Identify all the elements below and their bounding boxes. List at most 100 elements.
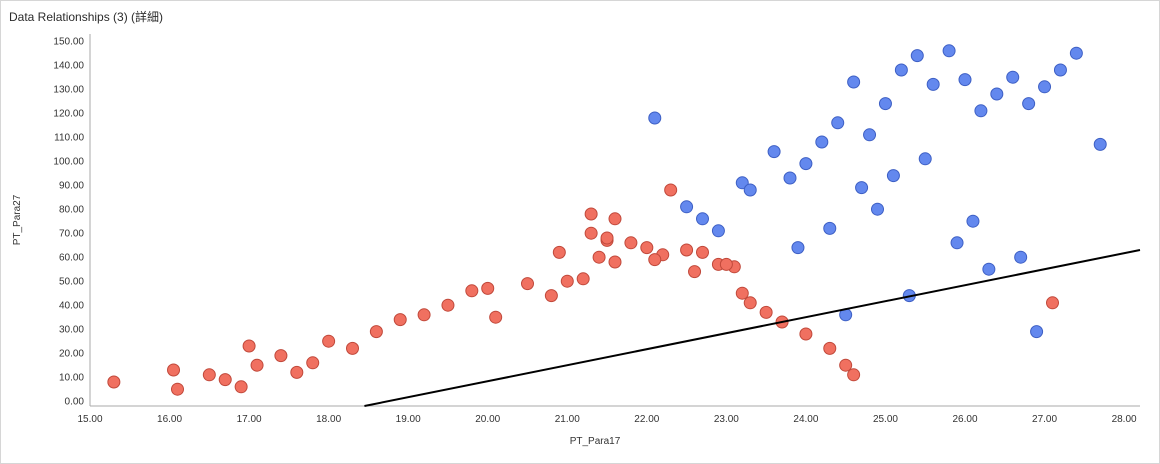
red-data-point[interactable] [560, 274, 574, 288]
blue-data-point[interactable] [1022, 97, 1036, 111]
y-tick-label: 50.00 [59, 277, 84, 288]
blue-data-point[interactable] [1014, 250, 1028, 264]
red-data-point[interactable] [171, 382, 184, 396]
red-data-point[interactable] [600, 231, 614, 245]
red-data-point[interactable] [250, 358, 264, 372]
red-data-point[interactable] [369, 325, 383, 339]
y-tick-label: 10.00 [59, 373, 84, 384]
red-data-point[interactable] [696, 245, 709, 259]
blue-data-point[interactable] [696, 212, 709, 226]
blue-data-point[interactable] [942, 44, 956, 58]
blue-data-point[interactable] [950, 236, 964, 250]
blue-data-point[interactable] [918, 152, 932, 166]
blue-data-point[interactable] [847, 75, 861, 89]
blue-data-point[interactable] [982, 262, 996, 276]
blue-data-point[interactable] [711, 224, 725, 238]
y-tick-label: 30.00 [59, 325, 84, 336]
red-data-point[interactable] [242, 339, 256, 353]
red-data-point[interactable] [290, 365, 304, 379]
red-data-point[interactable] [489, 310, 503, 324]
blue-data-point[interactable] [823, 221, 837, 235]
blue-data-point[interactable] [743, 183, 757, 197]
blue-data-point[interactable] [894, 63, 908, 77]
red-data-point[interactable] [608, 212, 622, 226]
blue-data-point[interactable] [1006, 70, 1020, 84]
red-data-point[interactable] [481, 281, 495, 295]
y-tick-label: 90.00 [59, 181, 84, 192]
red-data-point[interactable] [465, 284, 479, 298]
x-tick-label: 23.00 [714, 414, 739, 425]
red-data-point[interactable] [759, 305, 773, 319]
blue-data-point[interactable] [767, 145, 781, 159]
y-tick-label: 80.00 [59, 205, 84, 216]
blue-data-point[interactable] [958, 73, 972, 87]
red-data-point[interactable] [664, 183, 678, 197]
blue-data-point[interactable] [855, 181, 869, 195]
red-data-point[interactable] [743, 296, 757, 310]
data-points[interactable] [107, 44, 1107, 396]
red-data-point[interactable] [274, 349, 288, 363]
red-data-point[interactable] [521, 277, 534, 291]
blue-data-point[interactable] [791, 241, 805, 255]
x-tick-label: 25.00 [873, 414, 898, 425]
blue-data-point[interactable] [783, 171, 797, 185]
blue-data-point[interactable] [990, 87, 1004, 101]
red-data-point[interactable] [847, 368, 861, 382]
red-data-point[interactable] [346, 341, 359, 355]
y-tick-label: 70.00 [59, 229, 84, 240]
blue-data-point[interactable] [1069, 46, 1083, 60]
red-data-point[interactable] [218, 373, 232, 387]
blue-data-point[interactable] [863, 128, 877, 142]
blue-data-point[interactable] [680, 200, 694, 214]
blue-data-point[interactable] [966, 214, 980, 228]
red-data-point[interactable] [823, 341, 837, 355]
blue-data-point[interactable] [1038, 80, 1052, 94]
red-data-point[interactable] [234, 380, 248, 394]
red-data-point[interactable] [640, 241, 654, 255]
red-data-point[interactable] [107, 375, 121, 389]
red-data-point[interactable] [417, 308, 431, 322]
red-data-point[interactable] [584, 226, 598, 240]
blue-data-point[interactable] [974, 104, 988, 118]
red-data-point[interactable] [680, 243, 694, 257]
red-data-point[interactable] [576, 272, 590, 286]
chart-title: Data Relationships (3) (詳細) [9, 10, 164, 24]
red-data-point[interactable] [592, 250, 606, 264]
red-data-point[interactable] [719, 257, 733, 271]
red-data-point[interactable] [544, 289, 558, 303]
red-data-point[interactable] [306, 356, 320, 370]
red-data-point[interactable] [1046, 296, 1059, 310]
blue-data-point[interactable] [878, 97, 892, 111]
red-data-point[interactable] [441, 298, 455, 312]
blue-data-point[interactable] [1053, 63, 1067, 77]
blue-data-point[interactable] [926, 77, 940, 91]
blue-data-point[interactable] [648, 111, 662, 125]
red-data-point[interactable] [322, 334, 336, 348]
blue-data-point[interactable] [886, 169, 900, 183]
y-tick-label: 120.00 [53, 109, 84, 120]
x-axis-label: PT_Para17 [570, 436, 621, 447]
red-data-point[interactable] [584, 207, 598, 221]
red-data-point[interactable] [202, 368, 216, 382]
blue-data-point[interactable] [815, 135, 829, 149]
red-data-point[interactable] [688, 265, 702, 279]
x-tick-label: 15.00 [77, 414, 102, 425]
blue-data-point[interactable] [871, 202, 884, 216]
blue-data-point[interactable] [831, 116, 845, 130]
red-data-point[interactable] [624, 236, 638, 250]
red-data-point[interactable] [799, 327, 813, 341]
blue-data-point[interactable] [1030, 325, 1044, 339]
red-data-point[interactable] [648, 253, 662, 267]
blue-data-point[interactable] [910, 49, 924, 63]
blue-data-point[interactable] [799, 157, 813, 171]
red-data-point[interactable] [552, 245, 566, 259]
x-tick-label: 27.00 [1032, 414, 1057, 425]
red-data-point[interactable] [393, 313, 407, 327]
blue-data-point[interactable] [1093, 137, 1107, 151]
x-tick-label: 21.00 [555, 414, 580, 425]
red-data-point[interactable] [608, 255, 622, 269]
red-data-point[interactable] [167, 363, 181, 377]
red-data-point[interactable] [735, 286, 749, 300]
red-data-point[interactable] [839, 358, 853, 372]
y-tick-labels: 0.00 10.00 20.00 30.00 40.00 50.00 60.00 70.00 8… [53, 37, 84, 408]
